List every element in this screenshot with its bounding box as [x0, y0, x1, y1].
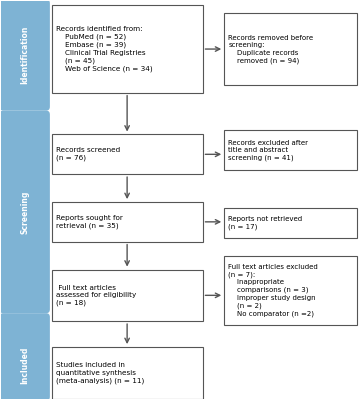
- FancyBboxPatch shape: [0, 0, 50, 111]
- Text: Records identified from:
    PubMed (n = 52)
    Embase (n = 39)
    Clinical Tr: Records identified from: PubMed (n = 52)…: [56, 26, 153, 72]
- Text: Records removed before
screening:
    Duplicate records
    removed (n = 94): Records removed before screening: Duplic…: [228, 34, 313, 64]
- Text: Identification: Identification: [20, 26, 29, 84]
- Text: Full text articles
assessed for eligibility
(n = 18): Full text articles assessed for eligibil…: [56, 284, 136, 306]
- FancyBboxPatch shape: [0, 111, 50, 313]
- Text: Full text articles excluded
(n = 7):
    Inappropriate
    comparisons (n = 3)
 : Full text articles excluded (n = 7): Ina…: [228, 264, 318, 317]
- Text: Records screened
(n = 76): Records screened (n = 76): [56, 147, 120, 161]
- Text: Records excluded after
title and abstract
screening (n = 41): Records excluded after title and abstrac…: [228, 140, 308, 161]
- Text: Reports not retrieved
(n = 17): Reports not retrieved (n = 17): [228, 216, 303, 230]
- FancyBboxPatch shape: [224, 208, 357, 238]
- FancyBboxPatch shape: [52, 202, 203, 242]
- Text: Screening: Screening: [20, 190, 29, 234]
- Text: Included: Included: [20, 346, 29, 384]
- FancyBboxPatch shape: [224, 13, 357, 85]
- FancyBboxPatch shape: [224, 256, 357, 325]
- FancyBboxPatch shape: [0, 313, 50, 400]
- FancyBboxPatch shape: [52, 134, 203, 174]
- FancyBboxPatch shape: [52, 270, 203, 321]
- Text: Studies included in
quantitative synthesis
(meta-analysis) (n = 11): Studies included in quantitative synthes…: [56, 362, 144, 384]
- FancyBboxPatch shape: [52, 347, 203, 399]
- FancyBboxPatch shape: [52, 5, 203, 93]
- Text: Reports sought for
retrieval (n = 35): Reports sought for retrieval (n = 35): [56, 215, 123, 229]
- FancyBboxPatch shape: [224, 130, 357, 170]
